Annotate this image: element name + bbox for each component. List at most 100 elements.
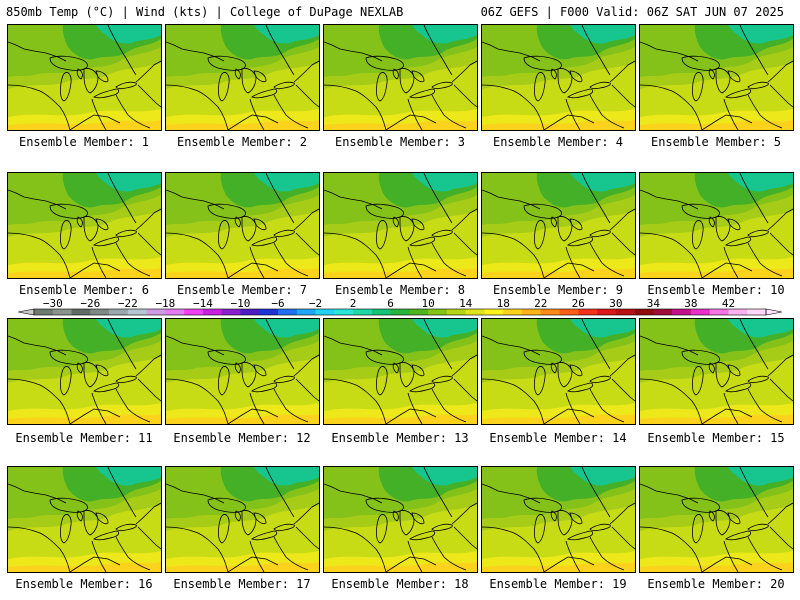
colorbar-swatch — [334, 309, 354, 315]
temperature-field-map — [166, 25, 319, 130]
colorbar-tick-label: 10 — [422, 297, 435, 310]
colorbar-swatch — [109, 309, 129, 315]
temperature-field-map — [8, 25, 161, 130]
temperature-field-map — [324, 25, 477, 130]
ensemble-member-label: Ensemble Member: 3 — [334, 135, 466, 149]
colorbar-swatch — [52, 309, 72, 315]
ensemble-member-label: Ensemble Member: 19 — [489, 577, 627, 591]
colorbar-tick-label: −14 — [193, 297, 213, 310]
colorbar-tick-label: −26 — [80, 297, 100, 310]
ensemble-member-label: Ensemble Member: 10 — [647, 283, 785, 297]
ensemble-member-map — [165, 24, 320, 131]
colorbar-tick-label: −18 — [155, 297, 175, 310]
temperature-field-map — [8, 319, 161, 424]
ensemble-member-map — [323, 24, 478, 131]
colorbar-tick-label: −22 — [118, 297, 138, 310]
colorbar-swatch — [634, 309, 654, 315]
ensemble-member-label: Ensemble Member: 9 — [492, 283, 624, 297]
ensemble-member-label: Ensemble Member: 17 — [173, 577, 311, 591]
colorbar-tick-label: 30 — [609, 297, 622, 310]
colorbar-tick-label: 34 — [647, 297, 661, 310]
temperature-field-map — [482, 319, 635, 424]
colorbar-tick-label: 22 — [534, 297, 547, 310]
ensemble-member-label: Ensemble Member: 12 — [173, 431, 311, 445]
colorbar-swatch — [221, 309, 241, 315]
colorbar-swatch — [503, 309, 523, 315]
ensemble-member-label: Ensemble Member: 15 — [647, 431, 785, 445]
colorbar-swatch — [165, 309, 185, 315]
colorbar-swatch — [615, 309, 635, 315]
ensemble-member-map — [481, 172, 636, 279]
temperature-field-map — [640, 25, 793, 130]
colorbar-tick-label: 6 — [387, 297, 394, 310]
colorbar-tick-label: 2 — [350, 297, 357, 310]
colorbar-tick-label: −30 — [43, 297, 63, 310]
colorbar-right-arrow — [765, 308, 783, 316]
temperature-field-map — [482, 25, 635, 130]
colorbar-tick-label: −2 — [309, 297, 322, 310]
ensemble-member-map — [639, 318, 794, 425]
temperature-field-map — [166, 467, 319, 572]
colorbar-swatch — [747, 309, 767, 315]
temperature-field-map — [8, 467, 161, 572]
ensemble-member-map — [323, 466, 478, 573]
ensemble-member-map — [481, 318, 636, 425]
ensemble-member-label: Ensemble Member: 13 — [331, 431, 469, 445]
colorbar-swatch — [409, 309, 429, 315]
colorbar-swatch — [127, 309, 147, 315]
ensemble-member-label: Ensemble Member: 6 — [18, 283, 150, 297]
colorbar-swatch — [522, 309, 542, 315]
ensemble-member-map — [7, 466, 162, 573]
ensemble-member-map — [639, 172, 794, 279]
colorbar-tick-label: −10 — [231, 297, 251, 310]
valid-time: 06Z GEFS | F000 Valid: 06Z SAT JUN 07 20… — [480, 5, 784, 19]
colorbar-tick-label: 42 — [722, 297, 735, 310]
colorbar-swatch — [146, 309, 166, 315]
temperature-field-map — [166, 173, 319, 278]
colorbar-swatch — [597, 309, 617, 315]
colorbar-swatch — [90, 309, 110, 315]
ensemble-member-label: Ensemble Member: 4 — [492, 135, 624, 149]
ensemble-member-map — [323, 318, 478, 425]
colorbar-swatch — [484, 309, 504, 315]
ensemble-member-label: Ensemble Member: 2 — [176, 135, 308, 149]
colorbar-swatch — [709, 309, 729, 315]
ensemble-member-label: Ensemble Member: 16 — [15, 577, 153, 591]
colorbar-tick-label: 26 — [572, 297, 585, 310]
colorbar-swatch — [540, 309, 560, 315]
ensemble-member-map — [7, 172, 162, 279]
colorbar-swatch — [428, 309, 448, 315]
colorbar-swatch — [71, 309, 91, 315]
colorbar-tick-label: 38 — [684, 297, 697, 310]
colorbar-swatch — [315, 309, 335, 315]
colorbar-swatch — [278, 309, 298, 315]
ensemble-member-map — [639, 24, 794, 131]
temperature-field-map — [640, 467, 793, 572]
ensemble-member-label: Ensemble Member: 14 — [489, 431, 627, 445]
colorbar-swatch — [371, 309, 391, 315]
ensemble-member-map — [639, 466, 794, 573]
temperature-field-map — [166, 319, 319, 424]
colorbar-swatch — [728, 309, 748, 315]
colorbar-swatch — [390, 309, 410, 315]
colorbar-swatch — [259, 309, 279, 315]
ensemble-member-label: Ensemble Member: 18 — [331, 577, 469, 591]
colorbar-swatch — [672, 309, 692, 315]
colorbar-tick-label: −6 — [271, 297, 284, 310]
ensemble-member-map — [481, 24, 636, 131]
colorbar-outline — [33, 308, 767, 316]
temperature-colorbar: −30 −26 −22 −18 −14 −10 −6 −2 2 6 10 14 18 22 26 30 34 38… — [17, 297, 783, 316]
colorbar-swatch — [34, 309, 54, 315]
colorbar-swatch — [446, 309, 466, 315]
ensemble-member-map — [7, 24, 162, 131]
colorbar-swatch — [653, 309, 673, 315]
colorbar-left-arrow — [17, 308, 35, 316]
ensemble-member-map — [481, 466, 636, 573]
temperature-field-map — [482, 173, 635, 278]
ensemble-member-map — [7, 318, 162, 425]
colorbar-tick-label: 14 — [459, 297, 473, 310]
ensemble-member-map — [165, 318, 320, 425]
ensemble-member-map — [323, 172, 478, 279]
temperature-field-map — [324, 319, 477, 424]
colorbar-swatch — [578, 309, 598, 315]
